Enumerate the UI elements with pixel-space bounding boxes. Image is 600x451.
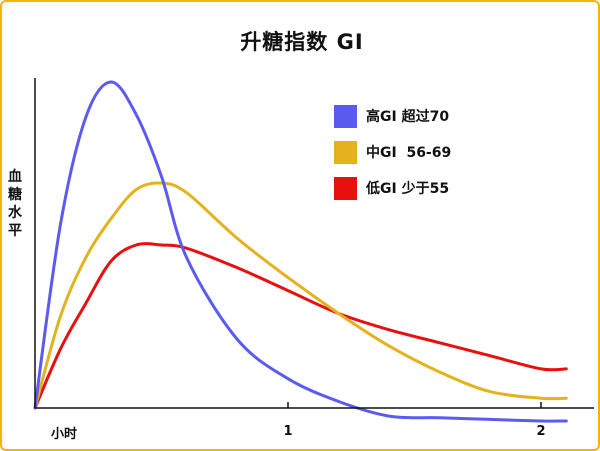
legend-swatch [334, 104, 357, 128]
axes-layer: 小时 1 2 [34, 78, 594, 442]
legend: 高GI 超过70 中GI 56-69 低GI 少于55 [334, 103, 451, 211]
x-tick-label-1: 2 [536, 424, 545, 439]
curves-layer [33, 80, 568, 423]
legend-item-1: 中GI 56-69 [334, 139, 451, 165]
series-line-2 [33, 242, 568, 410]
y-axis-label: 血糖水平 [8, 169, 22, 239]
legend-label: 中GI 56-69 [366, 145, 452, 161]
legend-item-2: 低GI 少于55 [334, 175, 451, 201]
legend-item-0: 高GI 超过70 [334, 103, 451, 129]
chart-title: 升糖指数 GI [240, 30, 364, 54]
legend-swatch [334, 140, 357, 164]
series-line-0 [33, 80, 568, 423]
legend-label: 高GI 超过70 [366, 109, 450, 125]
x-axis-label: 小时 [51, 426, 77, 442]
series-line-1 [33, 181, 568, 410]
x-tick-label-0: 1 [283, 424, 292, 439]
legend-label: 低GI 少于55 [366, 181, 450, 197]
legend-swatch [334, 176, 357, 200]
